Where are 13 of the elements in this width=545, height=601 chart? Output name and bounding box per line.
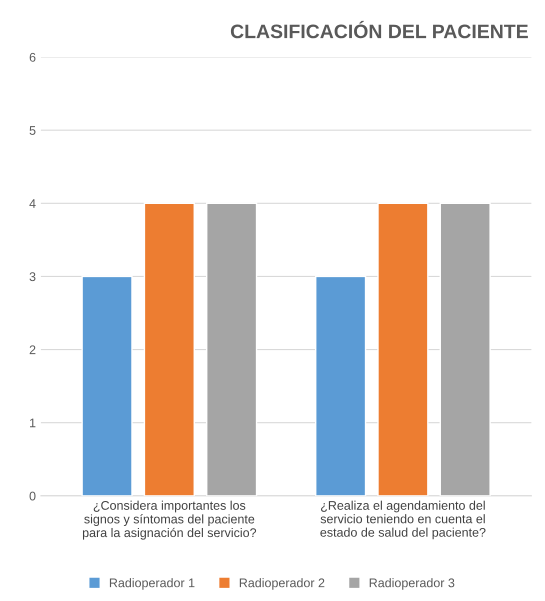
y-tick-label: 1 (30, 418, 36, 428)
y-tick-label: 4 (29, 199, 36, 208)
y-tick-label: 3 (30, 272, 36, 282)
legend-label: Radioperador 3 (370, 578, 454, 590)
y-tick-label: 6 (30, 52, 36, 62)
y-tick-label: 0 (30, 492, 36, 500)
x-tick-label: ¿Realiza el agendamiento del servicio teniendo en cuenta el estado de salud del paciente? (320, 500, 486, 540)
chart-title: CLASIFICACIÓN DEL PACIENTE (230, 20, 528, 38)
y-tick-label: 5 (30, 126, 36, 135)
legend-label: Radioperador 2 (240, 578, 324, 590)
legend-label: Radioperador 1 (110, 578, 194, 590)
x-tick-label: ¿Considera importantes los signos y síntomas del paciente para la asignación del servicio? (82, 500, 256, 540)
y-tick-label: 2 (30, 345, 36, 354)
